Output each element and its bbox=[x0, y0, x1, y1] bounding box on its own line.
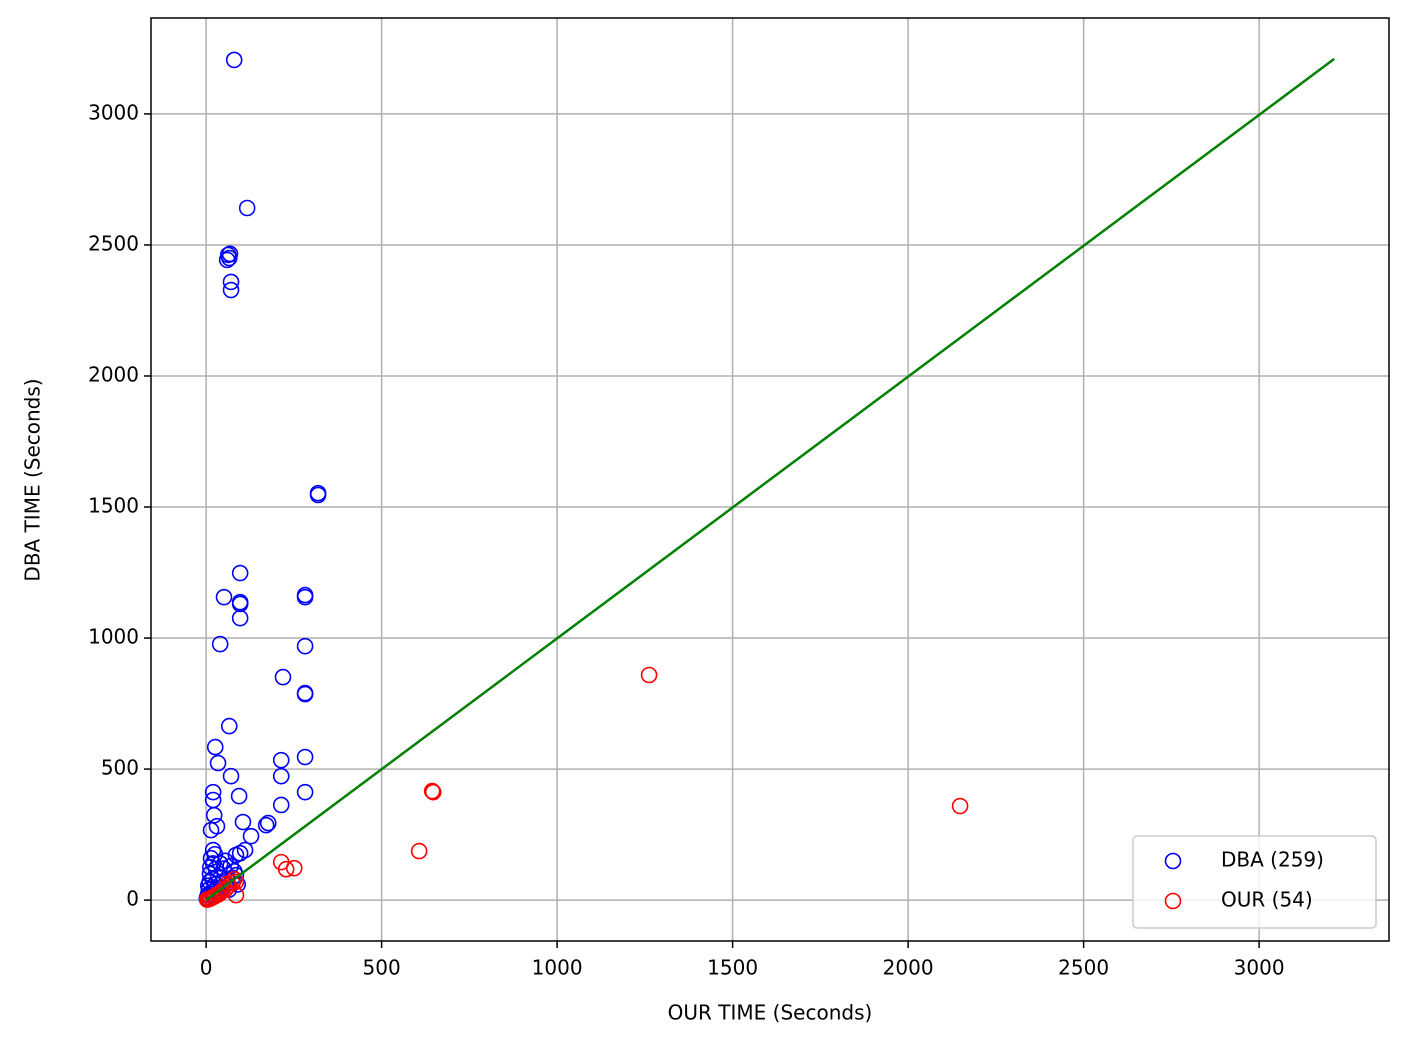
legend-marker bbox=[1164, 852, 1182, 870]
scatter-point bbox=[225, 870, 243, 888]
scatter-point bbox=[277, 860, 295, 878]
scatter-point bbox=[423, 782, 441, 800]
scatter-point bbox=[220, 717, 238, 735]
y-tick-label: 500 bbox=[101, 756, 139, 780]
scatter-point bbox=[227, 873, 245, 891]
scatter-point bbox=[238, 199, 256, 217]
scatter-point bbox=[202, 821, 220, 839]
scatter-point bbox=[221, 245, 239, 263]
scatter-point bbox=[272, 767, 290, 785]
y-axis-label: DBA TIME (Seconds) bbox=[21, 378, 45, 581]
x-tick-label: 500 bbox=[363, 956, 401, 980]
scatter-point bbox=[222, 857, 239, 875]
scatter-point bbox=[296, 783, 314, 801]
x-axis-label: OUR TIME (Seconds) bbox=[668, 1001, 873, 1025]
y-tick-label: 0 bbox=[126, 887, 139, 911]
scatter-point bbox=[211, 635, 229, 653]
scatter-point bbox=[210, 886, 227, 903]
scatter-point bbox=[309, 486, 327, 504]
x-tick-label: 2500 bbox=[1058, 956, 1109, 980]
scatter-point bbox=[257, 816, 275, 834]
legend-label: OUR (54) bbox=[1221, 888, 1313, 912]
scatter-point bbox=[296, 588, 314, 606]
scatter-point bbox=[272, 796, 290, 814]
reference-line bbox=[205, 57, 1335, 902]
scatter-point bbox=[242, 827, 260, 845]
scatter-point bbox=[225, 51, 243, 69]
y-tick-label: 1500 bbox=[88, 494, 139, 518]
scatter-point bbox=[274, 668, 292, 686]
scatter-point bbox=[227, 846, 245, 864]
scatter-point bbox=[424, 783, 442, 801]
x-tick-label: 3000 bbox=[1234, 956, 1285, 980]
scatter-point bbox=[204, 783, 222, 801]
scatter-point bbox=[285, 859, 303, 877]
scatter-point bbox=[296, 748, 314, 766]
scatter-point bbox=[215, 860, 232, 877]
scatter-point bbox=[272, 751, 290, 769]
x-tick-label: 1500 bbox=[707, 956, 758, 980]
scatter-point bbox=[230, 787, 248, 805]
scatter-point bbox=[236, 841, 254, 859]
scatter-point bbox=[222, 281, 240, 299]
y-tick-label: 3000 bbox=[88, 100, 139, 124]
scatter-point bbox=[231, 564, 249, 582]
plot-frame bbox=[150, 17, 1390, 942]
scatter-point bbox=[222, 767, 240, 785]
scatter-point bbox=[215, 588, 233, 606]
x-tick-label: 2000 bbox=[883, 956, 934, 980]
scatter-point bbox=[222, 273, 240, 291]
x-tick-label: 1000 bbox=[532, 956, 583, 980]
scatter-point bbox=[410, 842, 428, 860]
scatter-point bbox=[951, 797, 969, 815]
legend: DBA (259) OUR (54) bbox=[1132, 835, 1377, 929]
scatter-point bbox=[231, 595, 249, 613]
y-tick-label: 2500 bbox=[88, 231, 139, 255]
y-tick-label: 2000 bbox=[88, 362, 139, 386]
scatter-point bbox=[206, 738, 224, 756]
scatter-point bbox=[199, 891, 217, 908]
scatter-point bbox=[234, 813, 252, 831]
legend-box bbox=[1132, 835, 1377, 929]
legend-marker bbox=[1164, 892, 1182, 910]
scatter-point bbox=[231, 609, 249, 627]
y-tick-label: 1000 bbox=[88, 625, 139, 649]
scatter-point bbox=[206, 845, 224, 863]
x-tick-label: 0 bbox=[200, 956, 213, 980]
scatter-point bbox=[211, 855, 229, 872]
scatter-point bbox=[259, 814, 277, 832]
scatter-point bbox=[640, 666, 658, 684]
legend-label: DBA (259) bbox=[1221, 848, 1324, 872]
scatter-point bbox=[296, 685, 314, 703]
scatter-point bbox=[296, 637, 314, 655]
scatter-point bbox=[209, 754, 227, 772]
